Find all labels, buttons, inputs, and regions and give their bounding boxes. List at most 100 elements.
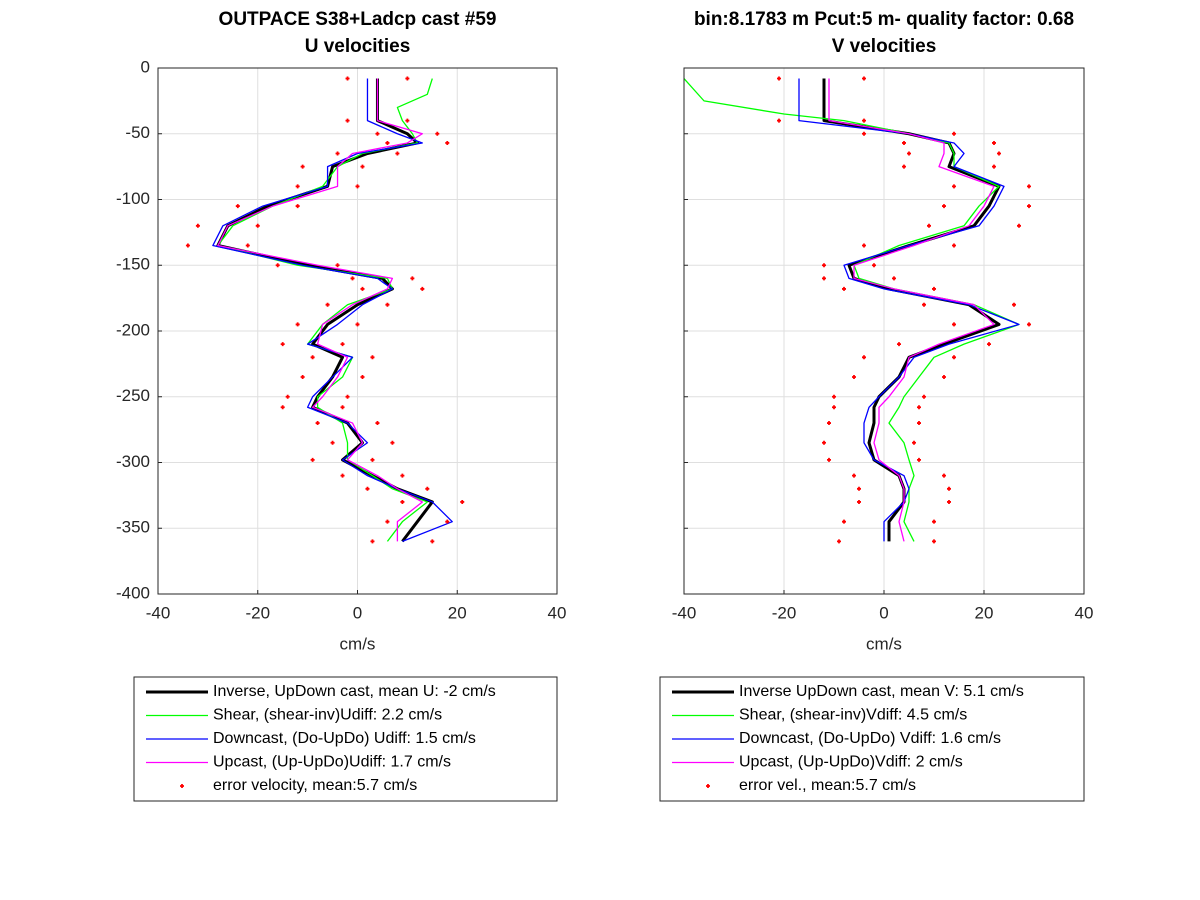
x-tick-label: 0 [353,603,362,622]
legend-label: Shear, (shear-inv)Udiff: 2.2 cm/s [213,707,442,724]
legend-label: Upcast, (Up-UpDo)Udiff: 1.7 cm/s [213,754,451,771]
error-dot [410,276,415,281]
error-dot [280,342,285,347]
error-dot [907,151,911,156]
error-dot [1027,322,1031,327]
error-dot [862,118,866,123]
error-dot [942,375,946,380]
error-dot [400,499,405,504]
error-dot [777,76,781,81]
error-dot [405,118,410,123]
error-dot [235,204,240,209]
error-dot [385,302,390,307]
error-dot [952,131,956,136]
y-tick-label: 0 [141,57,150,76]
error-dot [315,421,320,426]
error-dot [862,131,866,136]
error-dot [400,473,405,478]
legend-marker [180,784,184,788]
chart-title: bin:8.1783 m Pcut:5 m- quality factor: 0… [694,9,1074,30]
x-tick-label: 40 [1075,603,1094,622]
error-dot [822,276,826,281]
legend-label: error velocity, mean:5.7 cm/s [213,777,417,794]
error-dot [852,375,856,380]
y-tick-label: -300 [116,452,150,471]
error-dot [295,322,300,327]
error-dot [195,223,200,228]
x-axis-label: cm/s [340,634,376,653]
error-dot [405,76,410,81]
error-dot [852,473,856,478]
error-dot [355,184,360,189]
chart-subtitle: V velocities [832,36,937,57]
error-dot [310,355,315,360]
error-dot [842,286,846,291]
error-dot [897,342,901,347]
x-tick-label: 40 [548,603,567,622]
error-dot [942,473,946,478]
error-dot [822,440,826,445]
error-dot [375,131,380,136]
error-dot [947,499,951,504]
error-dot [420,286,425,291]
y-tick-label: -50 [125,123,150,142]
error-dot [285,394,290,399]
error-dot [912,440,916,445]
x-tick-label: -40 [672,603,697,622]
error-dot [832,405,836,410]
y-tick-label: -100 [116,189,150,208]
error-dot [365,486,370,491]
profile-line [828,78,995,542]
error-dot [245,243,250,248]
axes-frame [157,67,558,595]
error-dot [375,421,380,426]
error-dot [185,243,190,248]
error-dot [345,118,350,123]
profile-line [217,78,423,542]
error-dot [992,140,996,145]
error-dot [280,405,285,410]
error-dot [827,457,831,462]
error-dot [892,276,896,281]
error-dot [425,486,430,491]
error-dot [395,151,400,156]
error-dot [355,322,360,327]
error-dot [862,355,866,360]
legend-label: Inverse, UpDown cast, mean U: -2 cm/s [213,683,496,700]
profile-line [212,78,453,543]
error-dot [370,355,375,360]
x-tick-label: 20 [975,603,994,622]
error-dot [300,164,305,169]
error-dot [917,405,921,410]
error-dot [932,539,936,544]
error-dot [445,519,450,524]
error-dot [832,394,836,399]
error-dot [445,140,450,145]
error-dot [310,457,315,462]
error-dot [917,457,921,462]
legend-label: Downcast, (Do-UpDo) Vdiff: 1.6 cm/s [739,730,1001,747]
error-dot [345,394,350,399]
error-dot [430,539,435,544]
y-tick-label: -200 [116,320,150,339]
axes-frame [683,67,1085,595]
error-dot [932,286,936,291]
error-dot [822,263,826,268]
y-tick-label: -150 [116,255,150,274]
y-tick-label: -350 [116,518,150,537]
x-tick-label: -20 [772,603,797,622]
chart-subtitle: U velocities [305,36,411,57]
legend-label: error vel., mean:5.7 cm/s [739,777,916,794]
x-axis-label: cm/s [866,634,902,653]
x-tick-label: -20 [245,603,270,622]
error-dot [917,421,921,426]
legend-label: Upcast, (Up-UpDo)Vdiff: 2 cm/s [739,754,963,771]
error-dot [862,243,866,248]
error-dot [385,140,390,145]
error-dot [932,519,936,524]
error-dot [952,243,956,248]
error-dot [340,473,345,478]
error-dot [942,204,946,209]
legend-label: Inverse UpDown cast, mean V: 5.1 cm/s [739,683,1024,700]
